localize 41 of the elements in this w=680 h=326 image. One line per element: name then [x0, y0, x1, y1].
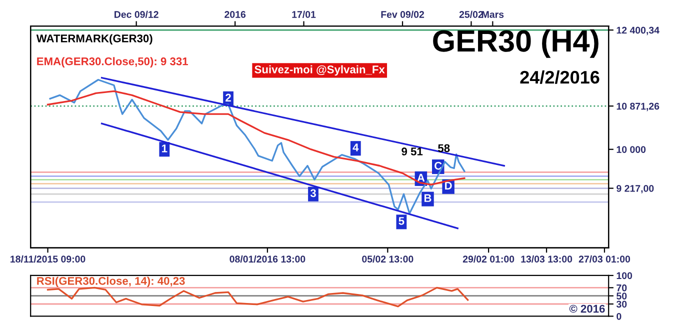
x2-tick-label: 25/02 [459, 10, 483, 18]
annotation: 1 [162, 144, 168, 152]
annotation: D [445, 182, 452, 190]
y-tick-label: 12 400,34 [616, 26, 660, 36]
x-tick-label: 05/02 13:00 [362, 255, 414, 263]
x2-tick-label: 17/01 [292, 10, 316, 18]
series-label: RSI(GER30.Close, 14): 40,23 [37, 276, 185, 288]
x2-tick-label: Mars [482, 11, 504, 18]
x2-tick-label: Dec 09/12 [114, 10, 158, 18]
x-tick-label: 13/03 13:00 [521, 255, 572, 263]
annotation: WATERMARK(GER30) [36, 34, 152, 45]
annotation: B [424, 194, 432, 202]
x2-tick-label: Fev 09/02 [381, 10, 424, 18]
y-tick-label: 70 [616, 284, 627, 292]
y-tick-label: 100 [616, 272, 632, 280]
annotation: 3 [310, 189, 316, 198]
annotation: 58 [438, 144, 450, 152]
x-tick-label: 27/03 01:00 [578, 255, 630, 263]
y-tick-label: 9 217,00 [616, 185, 654, 194]
x2-tick-label: 2016 [224, 11, 246, 18]
annotation: Suivez-moi @Sylvain_Fx [254, 65, 385, 76]
annotation: 4 [352, 144, 359, 152]
text: 24/2/2016 [520, 70, 600, 84]
y-tick-label: 10 000 [616, 146, 646, 153]
annotation: C [434, 162, 442, 170]
line-series [49, 78, 466, 214]
y-tick-label: 30 [616, 300, 627, 308]
x-tick-label: 08/01/2016 13:00 [230, 255, 306, 263]
annotation: 2 [226, 94, 231, 102]
text: EMA(GER30.Close,50): 9 331 [37, 57, 188, 68]
y-tick-label: 10 871,26 [616, 102, 660, 112]
annotation: © 2016 [569, 304, 605, 313]
x-tick-label: 18/11/2015 09:00 [10, 255, 86, 263]
annotation: A [417, 174, 425, 182]
annotation: 5 [398, 217, 404, 225]
chart-title: GER30 (H4) [433, 29, 598, 58]
y-tick-label: 0 [616, 312, 622, 320]
y-tick-label: 50 [616, 292, 627, 300]
line-series [46, 286, 469, 308]
x-tick-label: 29/02 01:00 [462, 255, 514, 263]
annotation: 9 51 [402, 148, 423, 156]
